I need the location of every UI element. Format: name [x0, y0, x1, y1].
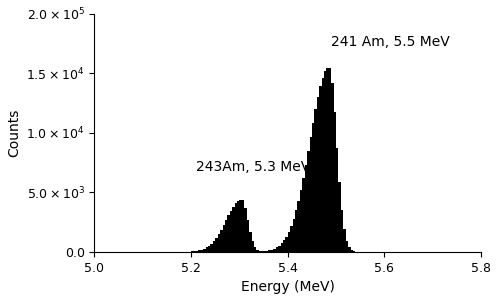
- Bar: [230, 211, 232, 252]
- Bar: [225, 220, 228, 252]
- Y-axis label: Counts: Counts: [7, 109, 21, 157]
- Bar: [249, 232, 251, 252]
- Bar: [263, 251, 266, 252]
- Bar: [273, 249, 276, 252]
- Bar: [215, 237, 218, 252]
- Bar: [218, 234, 220, 252]
- Bar: [314, 109, 317, 252]
- Bar: [353, 251, 356, 252]
- Bar: [237, 201, 240, 252]
- Bar: [254, 247, 256, 252]
- Bar: [203, 249, 206, 252]
- Bar: [213, 241, 215, 252]
- Bar: [206, 247, 208, 252]
- Bar: [247, 220, 249, 252]
- Bar: [336, 148, 339, 252]
- Bar: [201, 250, 203, 252]
- Bar: [283, 240, 285, 252]
- Bar: [290, 226, 293, 252]
- Bar: [297, 201, 300, 252]
- Bar: [276, 247, 278, 252]
- Bar: [326, 68, 329, 252]
- Bar: [322, 78, 324, 252]
- Bar: [194, 251, 196, 252]
- Bar: [280, 244, 283, 252]
- Bar: [312, 123, 314, 252]
- Text: 243Am, 5.3 MeV: 243Am, 5.3 MeV: [196, 160, 310, 174]
- Bar: [278, 246, 280, 252]
- Bar: [228, 215, 230, 252]
- Bar: [334, 112, 336, 252]
- X-axis label: Energy (MeV): Energy (MeV): [241, 280, 335, 294]
- Bar: [266, 251, 268, 252]
- Bar: [343, 229, 346, 252]
- Bar: [259, 251, 261, 252]
- Bar: [317, 97, 319, 252]
- Bar: [285, 237, 288, 252]
- Bar: [196, 251, 198, 252]
- Bar: [268, 250, 271, 252]
- Bar: [244, 208, 247, 252]
- Bar: [288, 232, 290, 252]
- Bar: [319, 86, 322, 252]
- Bar: [351, 250, 353, 252]
- Bar: [307, 151, 309, 252]
- Bar: [191, 251, 194, 252]
- Bar: [331, 83, 334, 252]
- Bar: [211, 244, 213, 252]
- Bar: [302, 178, 305, 252]
- Bar: [251, 241, 254, 252]
- Bar: [261, 251, 263, 252]
- Bar: [305, 165, 307, 252]
- Bar: [256, 250, 259, 252]
- Bar: [341, 210, 343, 252]
- Bar: [348, 247, 351, 252]
- Bar: [293, 219, 295, 252]
- Bar: [240, 200, 242, 252]
- Bar: [329, 68, 331, 252]
- Bar: [324, 71, 326, 252]
- Bar: [271, 250, 273, 252]
- Bar: [232, 206, 235, 252]
- Bar: [223, 225, 225, 252]
- Bar: [346, 240, 348, 252]
- Bar: [235, 203, 237, 252]
- Bar: [339, 182, 341, 252]
- Bar: [220, 230, 223, 252]
- Bar: [208, 246, 211, 252]
- Bar: [198, 250, 201, 252]
- Text: 241 Am, 5.5 MeV: 241 Am, 5.5 MeV: [331, 36, 450, 49]
- Bar: [300, 190, 302, 252]
- Bar: [295, 210, 297, 252]
- Bar: [242, 200, 244, 252]
- Bar: [309, 137, 312, 252]
